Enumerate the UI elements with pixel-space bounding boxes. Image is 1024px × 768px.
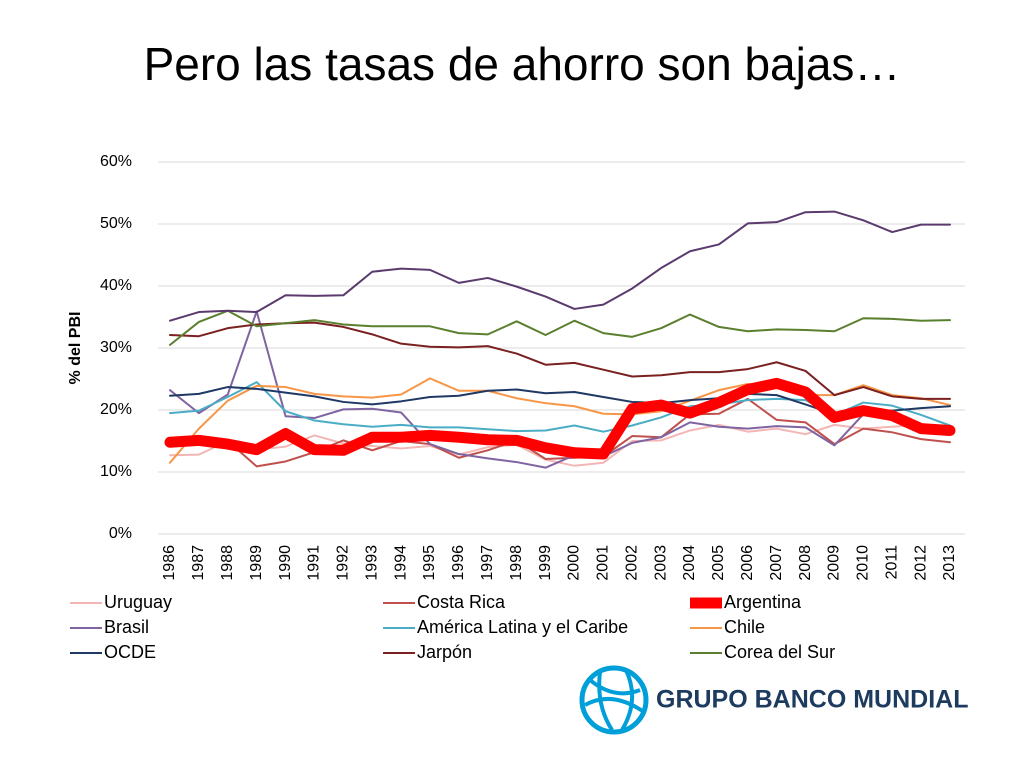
logo-globe [579, 665, 649, 735]
x-tick-label: 1986 [161, 545, 178, 581]
legend-label: Argentina [724, 592, 802, 612]
x-tick-label: 1989 [248, 545, 265, 581]
series-line [169, 397, 951, 468]
x-tick-label: 2011 [883, 545, 900, 580]
y-tick-label: 10% [100, 463, 132, 480]
x-tick-label: 1987 [190, 545, 207, 581]
legend-label: América Latina y el Caribe [417, 617, 628, 637]
x-tick-label: 2002 [623, 545, 640, 581]
logo-text: GRUPO BANCO MUNDIAL [656, 686, 969, 714]
x-tick-label: 1991 [306, 545, 323, 581]
x-tick-label: 2007 [768, 545, 785, 581]
series-line [169, 210, 951, 322]
y-tick-label: 50% [100, 215, 132, 232]
series-line [169, 310, 951, 469]
legend-label: OCDE [104, 642, 156, 662]
y-tick-label: 30% [100, 339, 132, 356]
series-line [169, 381, 951, 433]
x-tick-label: 1990 [277, 545, 294, 581]
x-tick-label: 2003 [652, 545, 669, 581]
x-tick-label: 1996 [450, 545, 467, 581]
legend-label: Corea del Sur [724, 642, 835, 662]
legend-label: Jarpón [417, 642, 472, 662]
x-tick-label: 1998 [508, 545, 525, 581]
y-tick-label: 0% [109, 525, 132, 542]
legend-label: Costa Rica [417, 592, 506, 612]
y-tick-label: 60% [100, 153, 132, 170]
legend-label: Chile [724, 617, 765, 637]
logo: GRUPO BANCO MUNDIAL [579, 665, 969, 735]
x-tick-label: 2001 [595, 545, 612, 581]
x-tick-label: 1999 [537, 545, 554, 581]
slide-title: Pero las tasas de ahorro son bajas… [144, 38, 901, 90]
x-tick-label: 1994 [392, 545, 409, 581]
y-axis-label: % del PBI [67, 312, 84, 385]
x-tick-label: 2008 [797, 545, 814, 581]
legend-label: Brasil [104, 617, 149, 637]
x-tick-label: 2012 [912, 545, 929, 581]
x-tick-label: 1992 [335, 545, 352, 581]
y-tick-label: 20% [100, 401, 132, 418]
x-tick-label: 2006 [739, 545, 756, 581]
series-line [169, 309, 951, 346]
x-tick-label: 2010 [855, 545, 872, 581]
x-tick-label: 1988 [219, 545, 236, 581]
x-tick-label: 2000 [566, 545, 583, 581]
x-tick-label: 1995 [421, 545, 438, 581]
x-tick-label: 1993 [363, 545, 380, 581]
x-tick-label: 2005 [710, 545, 727, 581]
series-line [164, 377, 956, 460]
y-tick-label: 40% [100, 277, 132, 294]
legend-label: Uruguay [104, 592, 172, 612]
x-tick-label: 2009 [826, 545, 843, 581]
series-line [169, 321, 951, 400]
x-tick-label: 2004 [681, 545, 698, 581]
x-tick-label: 1997 [479, 545, 496, 581]
x-tick-label: 2013 [941, 545, 958, 581]
logo-globe-lines [584, 669, 646, 732]
series-line [169, 377, 951, 464]
